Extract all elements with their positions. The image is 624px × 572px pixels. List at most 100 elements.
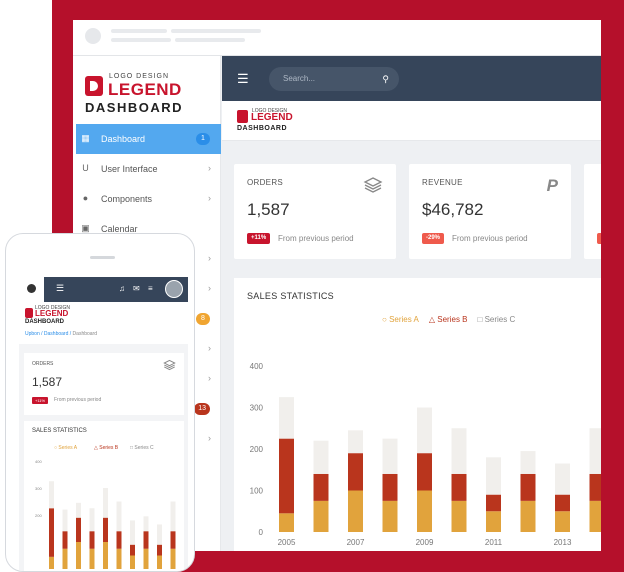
card-label: ORDERS — [32, 361, 54, 367]
square-legend-icon: □ — [477, 315, 483, 324]
bar-series-c — [486, 457, 501, 495]
logo-icon — [27, 284, 36, 293]
sidebar-item[interactable]: › — [76, 334, 221, 364]
sidebar-item-user-interface[interactable]: U User Interface › — [76, 154, 221, 184]
avatar[interactable] — [165, 280, 183, 298]
sidebar-item[interactable]: › — [76, 274, 221, 304]
mini-bar-series-c — [62, 509, 68, 532]
sidebar-item[interactable]: › — [76, 424, 221, 454]
page-title: DASHBOARD — [237, 125, 287, 132]
address-bar-placeholder — [175, 38, 245, 42]
sidebar-item-label: Dashboard — [101, 134, 146, 144]
bar-series-a — [417, 490, 432, 532]
search-icon[interactable]: ⚲ — [382, 74, 389, 84]
mini-bar-series-c — [116, 501, 122, 532]
chevron-right-icon: › — [208, 283, 211, 293]
logo-mark-icon — [237, 110, 248, 123]
mobile-sales-card: SALES STATISTICS ○ Series A △ Series B □… — [24, 421, 184, 571]
bar-series-a — [520, 500, 536, 532]
bell-icon[interactable]: ♫ — [119, 284, 125, 293]
sidebar-item[interactable]: 8 — [76, 304, 221, 334]
card-label: ORDERS — [247, 178, 284, 187]
sidebar-item[interactable]: › — [76, 244, 221, 274]
mini-bar-series-b — [103, 517, 108, 542]
sidebar-item-label: Components — [101, 194, 153, 204]
mini-bar-series-c — [130, 520, 135, 545]
bar-series-b — [417, 453, 432, 491]
search-placeholder: Search... — [283, 74, 316, 83]
bar-series-c — [589, 428, 601, 474]
bar-series-b — [313, 473, 329, 501]
x-tick-label: 2007 — [347, 538, 365, 547]
y-tick-label: 300 — [250, 404, 264, 413]
bar-series-c — [555, 463, 570, 495]
mini-bar-series-a — [170, 548, 176, 569]
mini-bar-series-b — [89, 531, 95, 549]
paypal-icon: P — [546, 176, 558, 195]
bar-series-a — [451, 500, 467, 532]
mobile-logo-box — [19, 277, 44, 302]
hamburger-menu-icon[interactable]: ☰ — [56, 283, 65, 293]
address-bar-placeholder — [111, 29, 167, 33]
legend-series-a[interactable]: ○ Series A — [382, 315, 419, 324]
mini-bar-series-c — [157, 524, 162, 545]
mini-bar-series-b — [143, 531, 149, 549]
mini-bar-series-a — [89, 548, 95, 569]
circle-icon: ● — [82, 193, 89, 203]
legend-series-a[interactable]: ○ Series A — [54, 445, 78, 451]
logo-mark-icon — [25, 308, 33, 318]
bar-series-b — [486, 494, 501, 512]
card-value: 1,587 — [32, 375, 63, 389]
search-input[interactable]: Search... ⚲ — [269, 67, 399, 91]
legend-series-b[interactable]: △ Series B — [94, 445, 119, 451]
legend-series-b[interactable]: △ Series B — [429, 315, 468, 324]
mobile-page-header: LOGO DESIGN LEGEND DASHBOARD Upbon / Das… — [19, 302, 188, 344]
layers-icon — [163, 359, 176, 371]
notification-badge: 8 — [196, 313, 210, 325]
sales-bar-chart: 0 100 200 300 400 2005 2007 2009 2011 2013 — [250, 362, 601, 547]
y-tick-label: 200 — [250, 445, 264, 454]
card-note: From previous period — [452, 234, 528, 243]
legend-series-c[interactable]: □ Series C — [478, 315, 516, 324]
list-icon[interactable]: ≡ — [148, 284, 153, 293]
sidebar-item[interactable]: 13 — [76, 394, 221, 424]
bar-series-b — [279, 438, 294, 514]
sidebar-item-calendar[interactable]: ▣ Calendar — [76, 214, 221, 244]
browser-dot — [85, 28, 101, 44]
triangle-legend-icon: △ — [428, 315, 436, 324]
notification-badge: 13 — [194, 403, 210, 415]
mini-bar-series-a — [76, 542, 81, 569]
notification-badge: 1 — [196, 133, 210, 145]
grid-icon: ▦ — [81, 133, 90, 143]
mini-bar-series-a — [143, 548, 149, 569]
bar-series-b — [382, 473, 398, 501]
logo-small-text: LOGO DESIGN — [35, 305, 71, 311]
revenue-card: REVENUE $46,782 P -29% From previous per… — [409, 164, 571, 259]
bar-series-b — [348, 453, 363, 491]
y-tick: 200 — [35, 513, 42, 518]
mini-bar-series-b — [130, 544, 135, 556]
mini-bar-series-b — [62, 531, 68, 549]
mail-icon[interactable]: ✉ — [133, 284, 140, 293]
mobile-orders-card: ORDERS 1,587 +11% From previous period — [24, 353, 184, 415]
sidebar-item-dashboard[interactable]: ▦ Dashboard 1 — [76, 124, 221, 154]
breadcrumb-item[interactable]: Upbon / Dashboard / Dashboard — [25, 331, 98, 337]
mini-bar-series-c — [49, 481, 54, 509]
x-tick-label: 2005 — [278, 538, 296, 547]
sidebar-item-components[interactable]: ● Components › — [76, 184, 221, 214]
logo-big-text: LEGEND — [251, 112, 293, 123]
legend-series-c[interactable]: □ Series C — [130, 445, 154, 451]
y-tick: 400 — [35, 459, 42, 464]
mini-bar-series-a — [49, 556, 54, 569]
mini-bar-series-b — [76, 517, 81, 542]
bar-series-c — [279, 397, 294, 439]
mini-bar-series-b — [157, 544, 162, 556]
y-tick-label: 100 — [250, 487, 264, 496]
y-tick-label: 400 — [250, 362, 264, 371]
page-header: LOGO DESIGN LEGEND DASHBOARD — [222, 101, 601, 141]
chevron-right-icon: › — [208, 253, 211, 263]
hamburger-menu-icon[interactable]: ☰ — [237, 71, 249, 86]
sidebar-item[interactable]: › — [76, 364, 221, 394]
logo-small-text: LOGO DESIGN — [109, 73, 170, 80]
chevron-right-icon: › — [208, 433, 211, 443]
